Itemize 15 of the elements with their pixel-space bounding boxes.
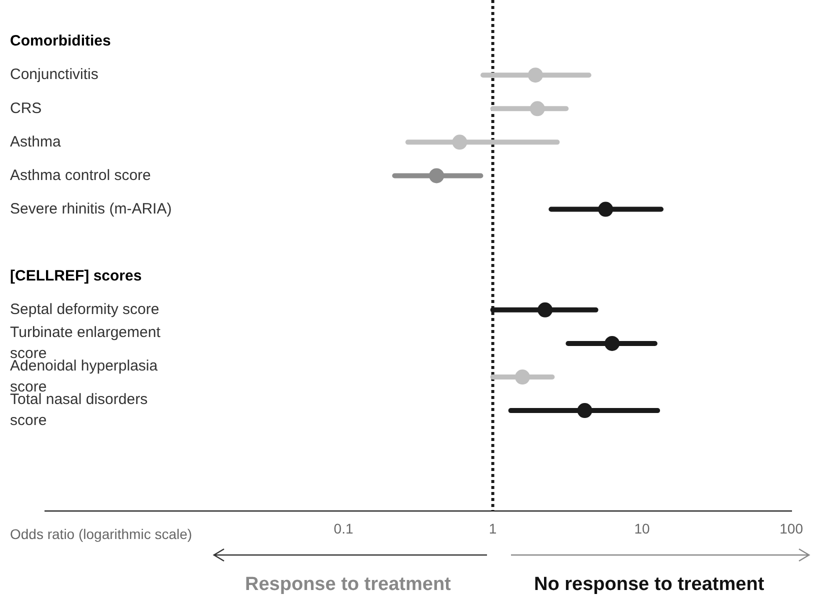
y-tick-label: Asthma control score	[10, 166, 151, 184]
x-tick-label: 0.1	[334, 520, 354, 536]
y-tick-label: Asthma	[10, 133, 62, 150]
y-tick-label: Conjunctivitis	[10, 66, 98, 84]
x-tick-label: 100	[780, 520, 804, 536]
y-tick-label: Septal deformity score	[10, 301, 160, 318]
y-tick-label: [CELLREF] scores	[10, 268, 142, 285]
y-tick-label: Severe rhinitis (m-ARIA)	[10, 200, 172, 218]
x-axis-title: Odds ratio (logarithmic scale)	[10, 526, 192, 542]
y-tick-label: CRS	[10, 100, 42, 117]
x-tick-label: 10	[634, 520, 650, 536]
x-tick-label: 1	[488, 520, 497, 536]
text: Response to treatment	[245, 574, 451, 596]
text: No response to treatment	[534, 574, 764, 596]
y-tick-label: Comorbidities	[10, 32, 111, 50]
